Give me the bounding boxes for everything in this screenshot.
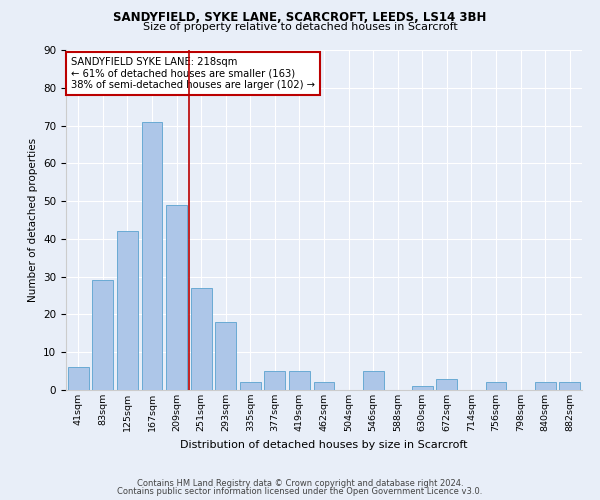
Bar <box>68 368 89 390</box>
Bar <box>535 382 556 390</box>
Bar <box>412 386 433 390</box>
Text: Contains HM Land Registry data © Crown copyright and database right 2024.: Contains HM Land Registry data © Crown c… <box>137 478 463 488</box>
Bar <box>559 382 580 390</box>
Bar <box>289 371 310 390</box>
Bar <box>436 378 457 390</box>
Bar <box>191 288 212 390</box>
Bar <box>314 382 334 390</box>
Bar <box>362 371 383 390</box>
Text: Size of property relative to detached houses in Scarcroft: Size of property relative to detached ho… <box>143 22 457 32</box>
Bar <box>117 232 138 390</box>
Bar <box>265 371 286 390</box>
Y-axis label: Number of detached properties: Number of detached properties <box>28 138 38 302</box>
Bar <box>92 280 113 390</box>
X-axis label: Distribution of detached houses by size in Scarcroft: Distribution of detached houses by size … <box>180 440 468 450</box>
Bar <box>240 382 261 390</box>
Bar <box>142 122 163 390</box>
Text: SANDYFIELD, SYKE LANE, SCARCROFT, LEEDS, LS14 3BH: SANDYFIELD, SYKE LANE, SCARCROFT, LEEDS,… <box>113 11 487 24</box>
Bar <box>166 205 187 390</box>
Bar <box>215 322 236 390</box>
Text: Contains public sector information licensed under the Open Government Licence v3: Contains public sector information licen… <box>118 487 482 496</box>
Bar <box>485 382 506 390</box>
Text: SANDYFIELD SYKE LANE: 218sqm
← 61% of detached houses are smaller (163)
38% of s: SANDYFIELD SYKE LANE: 218sqm ← 61% of de… <box>71 57 315 90</box>
